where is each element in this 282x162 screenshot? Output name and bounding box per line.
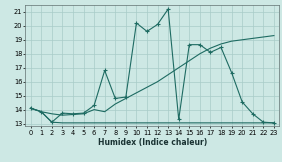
X-axis label: Humidex (Indice chaleur): Humidex (Indice chaleur) [98, 138, 207, 147]
